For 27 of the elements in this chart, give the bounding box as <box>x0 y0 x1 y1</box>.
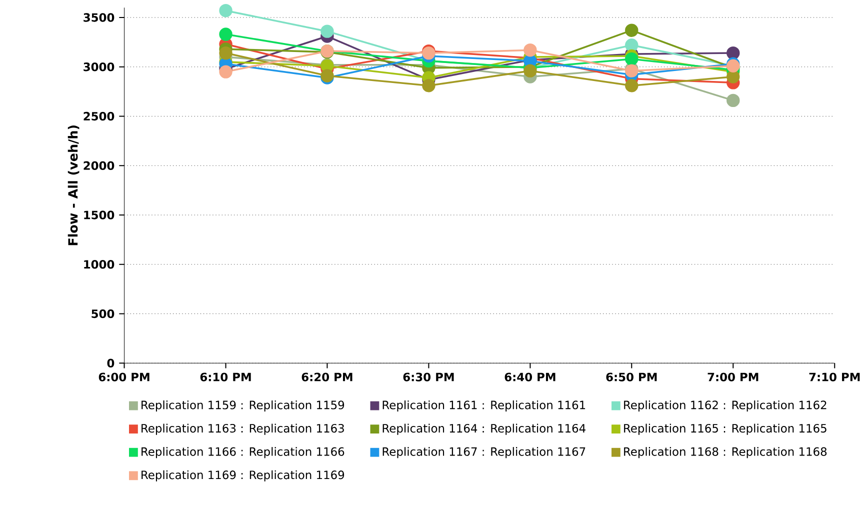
legend-label: Replication 1159 : Replication 1159 <box>142 400 344 412</box>
y-tick-label: 3500 <box>84 13 114 22</box>
y-tick-label: 2000 <box>84 161 114 170</box>
y-tick-label: 0 <box>107 358 114 368</box>
x-tick-label: 6:00 PM <box>98 372 150 382</box>
y-tick-label: 500 <box>92 310 114 318</box>
legend-label: Replication 1169 : Replication 1169 <box>142 470 344 482</box>
x-tick-label: 6:30 PM <box>403 372 454 382</box>
x-tick-label: 6:40 PM <box>504 372 556 382</box>
x-tick-label: 6:10 PM <box>200 372 251 382</box>
legend-label: Replication 1167 : Replication 1167 <box>382 447 586 458</box>
legend-label: Replication 1164 : Replication 1164 <box>382 424 586 435</box>
x-tick-label: 6:20 PM <box>302 372 352 382</box>
x-tick-label: 7:10 PM <box>809 372 860 382</box>
legend-label: Replication 1162 : Replication 1162 <box>624 400 826 412</box>
y-tick-label: 3000 <box>84 62 114 72</box>
x-tick-label: 7:00 PM <box>708 372 758 382</box>
legend-label: Replication 1161 : Replication 1161 <box>382 400 586 412</box>
y-axis-title: Flow - All (veh/h) <box>68 126 80 246</box>
legend-label: Replication 1163 : Replication 1163 <box>142 424 344 435</box>
legend-label: Replication 1166 : Replication 1166 <box>142 447 344 458</box>
y-tick-label: 1000 <box>84 260 114 269</box>
y-tick-label: 1500 <box>84 210 114 220</box>
x-tick-label: 6:50 PM <box>606 372 657 382</box>
legend-label: Replication 1165 : Replication 1165 <box>624 424 826 435</box>
y-tick-label: 2500 <box>84 112 114 121</box>
legend-label: Replication 1168 : Replication 1168 <box>624 447 827 458</box>
